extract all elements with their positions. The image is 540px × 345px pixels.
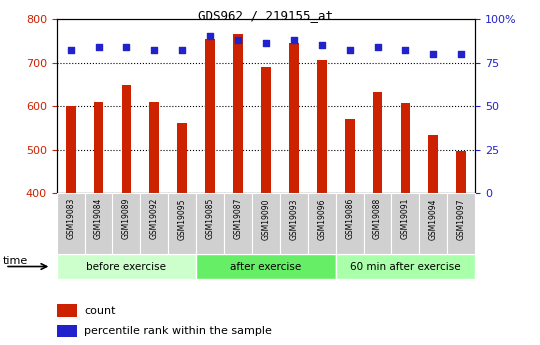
Bar: [336, 254, 475, 279]
Text: GSM19089: GSM19089: [122, 198, 131, 239]
Bar: [85, 193, 112, 254]
Bar: [308, 193, 336, 254]
Point: [346, 48, 354, 53]
Point: [66, 48, 75, 53]
Bar: [261, 67, 271, 193]
Text: count: count: [84, 306, 116, 315]
Text: GSM19091: GSM19091: [401, 198, 410, 239]
Text: GSM19097: GSM19097: [457, 198, 465, 239]
Text: after exercise: after exercise: [231, 262, 301, 272]
Point: [401, 48, 410, 53]
Bar: [196, 254, 336, 279]
Bar: [456, 151, 466, 193]
Point: [206, 34, 214, 39]
Point: [289, 37, 298, 43]
Bar: [252, 193, 280, 254]
Text: GSM19085: GSM19085: [206, 198, 214, 239]
Text: GSM19087: GSM19087: [233, 198, 242, 239]
Bar: [57, 325, 77, 337]
Bar: [168, 193, 196, 254]
Bar: [66, 106, 76, 193]
Bar: [196, 193, 224, 254]
Text: GSM19096: GSM19096: [318, 198, 326, 239]
Bar: [420, 193, 447, 254]
Bar: [289, 43, 299, 193]
Text: GSM19093: GSM19093: [289, 198, 298, 239]
Text: GDS962 / 219155_at: GDS962 / 219155_at: [199, 9, 334, 22]
Bar: [317, 60, 327, 193]
Text: percentile rank within the sample: percentile rank within the sample: [84, 326, 272, 336]
Text: GSM19086: GSM19086: [345, 198, 354, 239]
Text: GSM19083: GSM19083: [66, 198, 75, 239]
Bar: [428, 135, 438, 193]
Bar: [93, 102, 104, 193]
Bar: [140, 193, 168, 254]
Bar: [336, 193, 363, 254]
Text: GSM19084: GSM19084: [94, 198, 103, 239]
Bar: [57, 304, 77, 317]
Bar: [112, 193, 140, 254]
Bar: [280, 193, 308, 254]
Point: [122, 44, 131, 50]
Point: [178, 48, 187, 53]
Bar: [150, 102, 159, 193]
Bar: [205, 39, 215, 193]
Point: [318, 42, 326, 48]
Point: [234, 37, 242, 43]
Text: GSM19090: GSM19090: [261, 198, 271, 239]
Text: before exercise: before exercise: [86, 262, 166, 272]
Bar: [57, 254, 196, 279]
Point: [373, 44, 382, 50]
Point: [261, 41, 270, 46]
Bar: [224, 193, 252, 254]
Text: GSM19092: GSM19092: [150, 198, 159, 239]
Bar: [401, 103, 410, 193]
Bar: [57, 193, 85, 254]
Bar: [447, 193, 475, 254]
Point: [94, 44, 103, 50]
Bar: [122, 85, 131, 193]
Text: 60 min after exercise: 60 min after exercise: [350, 262, 461, 272]
Bar: [233, 34, 243, 193]
Text: GSM19095: GSM19095: [178, 198, 187, 239]
Bar: [392, 193, 420, 254]
Bar: [363, 193, 392, 254]
Bar: [373, 92, 382, 193]
Point: [150, 48, 159, 53]
Point: [457, 51, 465, 57]
Text: time: time: [3, 256, 28, 266]
Bar: [177, 122, 187, 193]
Text: GSM19094: GSM19094: [429, 198, 438, 239]
Text: GSM19088: GSM19088: [373, 198, 382, 239]
Point: [429, 51, 437, 57]
Bar: [345, 119, 355, 193]
